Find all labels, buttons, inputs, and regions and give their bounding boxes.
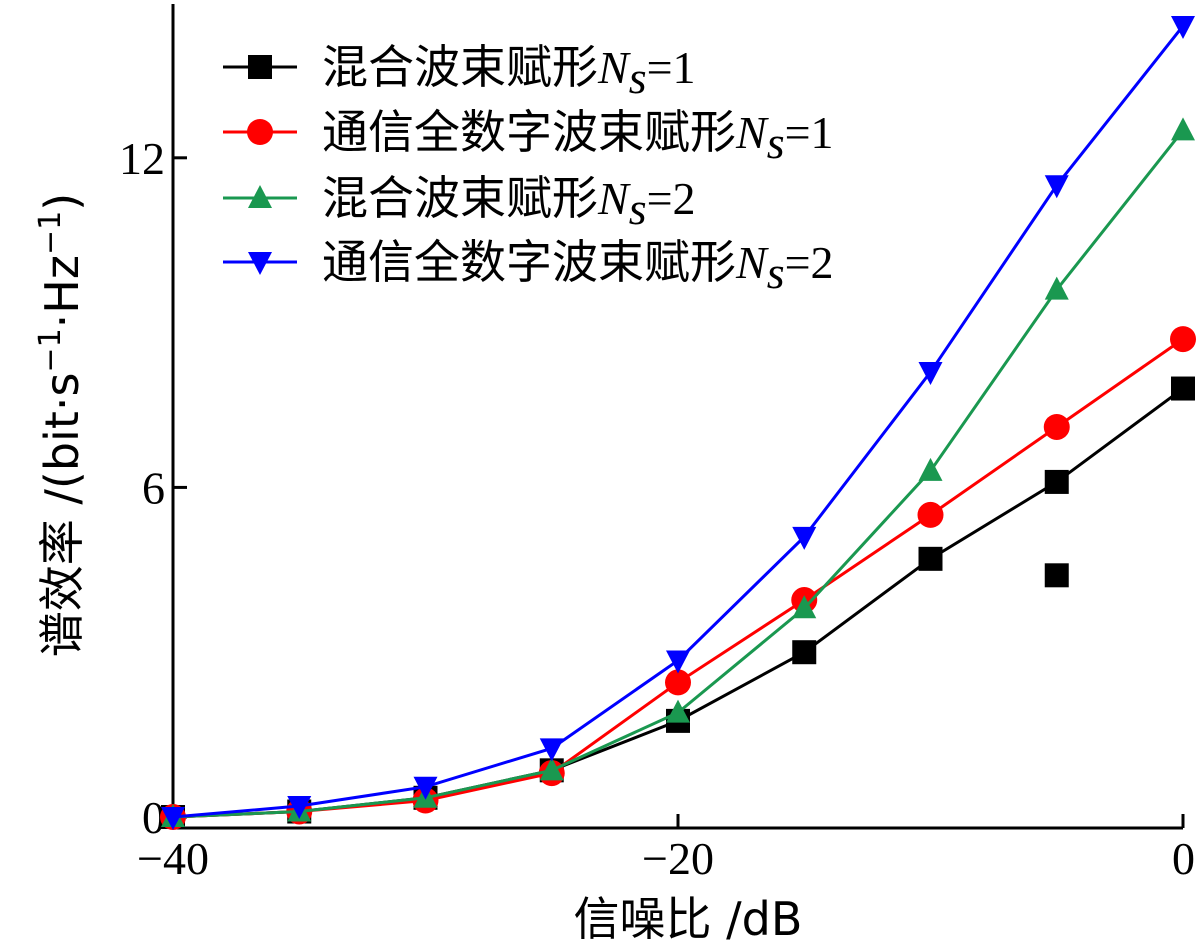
- axes: −40 −20 0 0 6 12: [119, 4, 1195, 884]
- triangle-down-marker: [248, 252, 272, 275]
- triangle-up-marker: [792, 595, 817, 619]
- triangle-down-marker: [666, 650, 690, 674]
- circle-marker: [1043, 413, 1070, 440]
- square-marker: [792, 640, 817, 665]
- legend-item: 通信全数字波束赋形Ns=1: [223, 105, 834, 168]
- triangle-down-marker: [413, 776, 438, 800]
- circle-marker: [917, 501, 944, 528]
- triangle-down-marker: [918, 362, 943, 386]
- triangle-down-marker: [161, 807, 185, 831]
- triangle-up-marker: [1044, 276, 1069, 300]
- triangle-down-marker: [1044, 175, 1069, 199]
- square-marker: [1044, 469, 1069, 494]
- series-2: [160, 326, 1196, 831]
- triangle-up-marker: [248, 185, 272, 208]
- series-line: [172, 387, 1184, 819]
- triangle-down-marker: [539, 738, 564, 762]
- legend-label: 通信全数字波束赋形Ns=1: [322, 105, 834, 168]
- square-marker: [918, 546, 943, 571]
- series-4: [161, 15, 1195, 831]
- y-tick-label: 12: [119, 133, 165, 184]
- legend-item: 混合波束赋形Ns=1: [223, 40, 696, 103]
- circle-marker: [247, 119, 273, 145]
- legend-label: 混合波束赋形Ns=2: [322, 171, 696, 234]
- triangle-up-marker: [666, 699, 690, 723]
- square-marker: [1171, 376, 1195, 401]
- series-line: [172, 337, 1184, 819]
- circle-marker: [665, 669, 691, 696]
- legend-label: 混合波束赋形Ns=1: [322, 40, 696, 103]
- x-tick-label: −20: [642, 833, 714, 884]
- triangle-up-marker: [539, 757, 564, 781]
- x-tick-label: 0: [1172, 833, 1195, 884]
- y-tick-label: 0: [142, 792, 165, 843]
- triangle-down-marker: [287, 796, 312, 820]
- triangle-up-marker: [918, 457, 943, 481]
- series-layer: [160, 15, 1196, 831]
- triangle-down-marker: [792, 526, 817, 550]
- legend: 混合波束赋形Ns=1通信全数字波束赋形Ns=1混合波束赋形Ns=2通信全数字波束…: [223, 40, 834, 298]
- x-tick-label: −40: [137, 833, 209, 884]
- square-marker: [248, 55, 272, 79]
- triangle-down-marker: [1171, 15, 1195, 39]
- square-marker: [1044, 563, 1069, 588]
- legend-label: 通信全数字波束赋形Ns=2: [322, 235, 834, 298]
- y-axis-title-text: 谱效率 /(bit·s−1·Hz−1): [33, 193, 89, 657]
- y-axis-title: 谱效率 /(bit·s−1·Hz−1): [33, 193, 89, 657]
- series-1: [161, 376, 1195, 830]
- legend-item: 通信全数字波束赋形Ns=2: [223, 235, 834, 298]
- y-tick-label: 6: [142, 462, 165, 513]
- x-axis-title: 信噪比 /dB: [574, 892, 803, 946]
- legend-item: 混合波束赋形Ns=2: [223, 171, 696, 234]
- circle-marker: [1170, 326, 1196, 353]
- triangle-up-marker: [1171, 117, 1195, 141]
